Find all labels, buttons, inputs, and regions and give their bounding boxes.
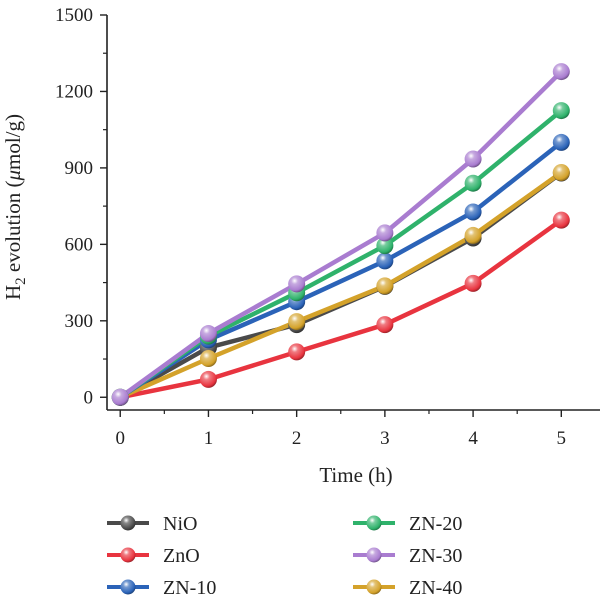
data-point-zn-40 — [288, 313, 306, 331]
data-point-zn-30 — [552, 63, 570, 81]
data-point-zno — [552, 211, 570, 229]
x-axis-title: Time (h) — [319, 463, 392, 487]
data-point-zn-10 — [376, 252, 394, 270]
data-point-zno — [199, 370, 217, 388]
series-line-zn-10 — [118, 140, 563, 400]
y-axis-title: H2 evolution (μmol/g) — [1, 114, 29, 300]
y-tick-label: 300 — [65, 311, 94, 332]
x-tick-label: 0 — [115, 428, 125, 449]
legend-label: ZN-30 — [409, 545, 462, 567]
legend-marker — [366, 547, 382, 563]
data-point-zn-30 — [199, 325, 217, 343]
data-point-zn-30 — [376, 224, 394, 242]
series-lines — [118, 70, 563, 400]
data-point-zno — [464, 274, 482, 292]
data-point-zn-10 — [552, 133, 570, 151]
legend-marker — [120, 515, 136, 531]
series-line-nio — [119, 171, 563, 400]
x-tick-label: 3 — [380, 428, 390, 449]
data-point-zn-30 — [111, 388, 129, 406]
x-tick-label: 4 — [468, 428, 478, 449]
series-line-zno — [119, 218, 563, 400]
legend-marker — [120, 579, 136, 595]
legend: NiO ZnO ZN-10 ZN-20 ZN-30 ZN-40 — [107, 513, 462, 599]
x-tick-label: 2 — [292, 428, 302, 449]
legend-marker — [366, 515, 382, 531]
data-point-zn-40 — [199, 350, 217, 368]
series-line-zn-40 — [119, 170, 563, 400]
data-point-zno — [376, 316, 394, 334]
data-point-zn-20 — [376, 237, 394, 255]
legend-label: ZN-10 — [163, 577, 216, 599]
data-point-zn-10 — [464, 203, 482, 221]
data-point-zno — [288, 343, 306, 361]
legend-label: ZnO — [163, 545, 200, 567]
data-point-zn-40 — [552, 163, 570, 181]
y-tick-label: 600 — [65, 234, 94, 255]
legend-marker — [366, 579, 382, 595]
data-point-zn-40 — [464, 226, 482, 244]
legend-label: ZN-20 — [409, 513, 462, 535]
y-tick-label: 900 — [65, 158, 94, 179]
data-point-zn-30 — [288, 275, 306, 293]
legend-marker — [120, 547, 136, 563]
data-point-zn-20 — [552, 102, 570, 120]
legend-label: ZN-40 — [409, 577, 462, 599]
x-tick-label: 5 — [557, 428, 567, 449]
axes: 0 1 2 3 4 5 0 300 600 900 1200 1500 — [55, 5, 600, 449]
data-point-zn-30 — [464, 150, 482, 168]
legend-label: NiO — [163, 513, 197, 535]
data-point-zn-40 — [376, 277, 394, 295]
data-point-zn-20 — [464, 174, 482, 192]
y-tick-label: 0 — [84, 387, 94, 408]
y-tick-label: 1500 — [55, 5, 93, 26]
series-markers — [111, 63, 570, 406]
series-line-zn-30 — [118, 70, 563, 400]
x-tick-label: 1 — [204, 428, 214, 449]
y-tick-label: 1200 — [55, 81, 93, 102]
